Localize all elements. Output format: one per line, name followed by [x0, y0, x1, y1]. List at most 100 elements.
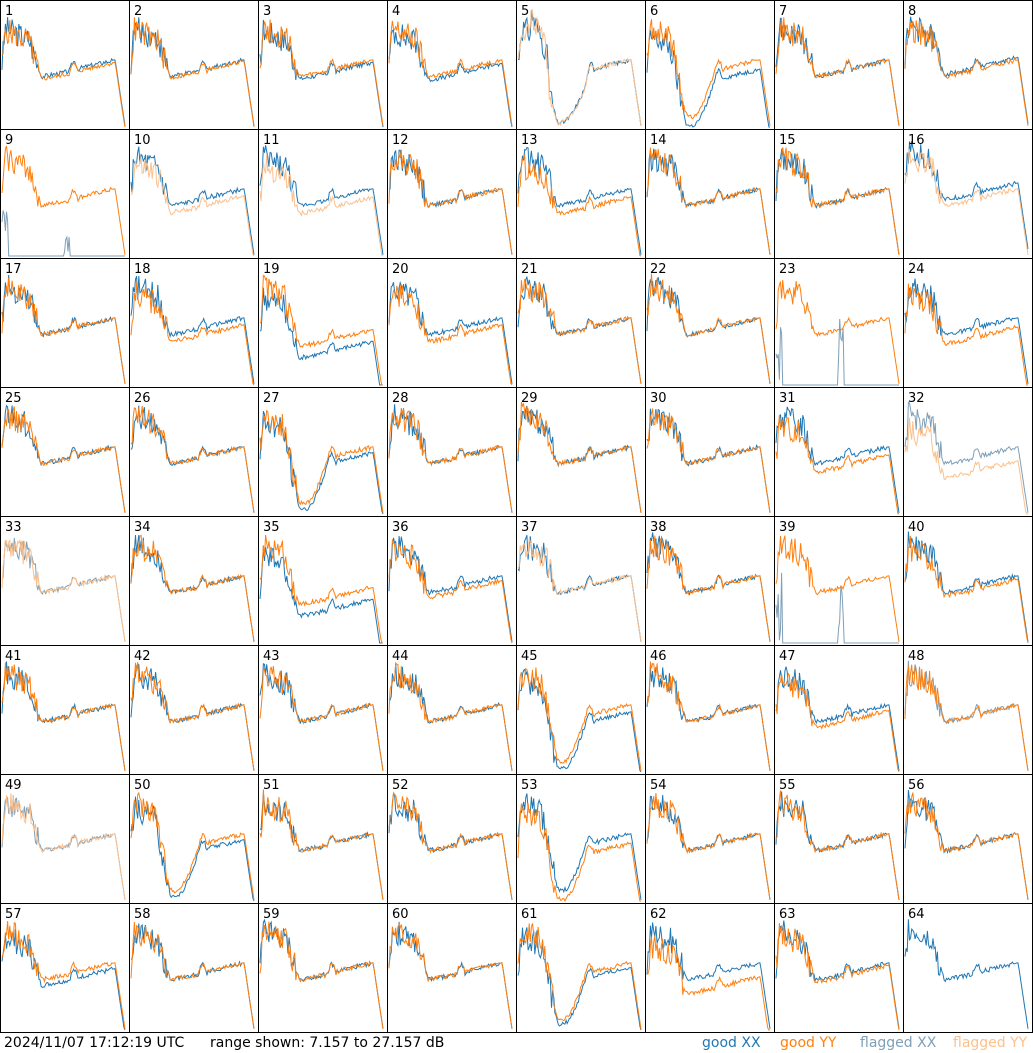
panel-number: 7 — [779, 4, 787, 19]
panel-number: 48 — [908, 649, 925, 664]
panel-11: 11 — [258, 129, 388, 259]
panel-number: 39 — [779, 520, 796, 535]
panel-number: 12 — [392, 133, 409, 148]
trace-yy-panel-48 — [904, 664, 1029, 771]
panel-number: 10 — [134, 133, 151, 148]
panel-number: 61 — [521, 907, 538, 922]
trace-yy-panel-43 — [259, 666, 384, 771]
trace-yy-panel-7 — [775, 17, 900, 126]
panel-number: 15 — [779, 133, 796, 148]
panel-56: 56 — [903, 774, 1033, 904]
panel-number: 24 — [908, 262, 925, 277]
trace-xx-panel-50 — [130, 796, 255, 902]
panel-number: 36 — [392, 520, 409, 535]
panel-number: 18 — [134, 262, 151, 277]
panel-20: 20 — [387, 258, 517, 388]
panel-number: 23 — [779, 262, 796, 277]
panel-43: 43 — [258, 645, 388, 775]
panel-frame — [903, 903, 1033, 1033]
panel-number: 1 — [5, 4, 13, 19]
trace-xx-panel-4 — [388, 24, 513, 128]
panel-30: 30 — [645, 387, 775, 517]
panel-49: 49 — [0, 774, 130, 904]
panel-40: 40 — [903, 516, 1033, 646]
panel-frame — [129, 387, 259, 517]
trace-yy-panel-23 — [775, 279, 900, 384]
panel-number: 30 — [650, 391, 667, 406]
panel-38: 38 — [645, 516, 775, 646]
trace-yy-panel-47 — [775, 672, 900, 773]
trace-xx-panel-9 — [1, 210, 125, 257]
panel-frame — [129, 774, 259, 904]
trace-yy-panel-25 — [1, 406, 126, 513]
trace-yy-panel-33 — [1, 538, 126, 642]
panel-frame — [387, 0, 517, 130]
panel-number: 41 — [5, 649, 22, 664]
panel-number: 43 — [263, 649, 280, 664]
panel-5: 5 — [516, 0, 646, 130]
panel-number: 29 — [521, 391, 538, 406]
panel-frame — [258, 0, 388, 130]
panel-35: 35 — [258, 516, 388, 646]
trace-yy-panel-22 — [646, 273, 771, 384]
panel-frame — [645, 129, 775, 259]
panel-number: 54 — [650, 778, 667, 793]
trace-yy-panel-60 — [388, 923, 513, 1029]
panel-16: 16 — [903, 129, 1033, 259]
panel-frame — [903, 645, 1033, 775]
panel-50: 50 — [129, 774, 259, 904]
panel-frame — [774, 258, 904, 388]
panel-frame — [516, 903, 646, 1033]
trace-xx-panel-44 — [388, 663, 513, 771]
panel-number: 31 — [779, 391, 796, 406]
trace-xx-panel-8 — [904, 16, 1029, 124]
panel-23: 23 — [774, 258, 904, 388]
panel-19: 19 — [258, 258, 388, 388]
panel-22: 22 — [645, 258, 775, 388]
panel-frame — [645, 516, 775, 646]
panel-number: 40 — [908, 520, 925, 535]
trace-yy-panel-59 — [259, 921, 384, 1029]
panel-28: 28 — [387, 387, 517, 517]
panel-number: 27 — [263, 391, 280, 406]
trace-xx-panel-42 — [130, 663, 255, 771]
panel-number: 9 — [5, 133, 13, 148]
panel-frame — [903, 129, 1033, 259]
panel-63: 63 — [774, 903, 904, 1033]
trace-yy-panel-3 — [259, 19, 384, 126]
trace-yy-panel-27 — [259, 409, 384, 513]
trace-yy-panel-45 — [517, 667, 642, 771]
panel-frame — [258, 774, 388, 904]
trace-xx-panel-53 — [517, 793, 642, 900]
panel-37: 37 — [516, 516, 646, 646]
panel-25: 25 — [0, 387, 130, 517]
panel-number: 56 — [908, 778, 925, 793]
panel-41: 41 — [0, 645, 130, 775]
trace-yy-panel-30 — [646, 408, 771, 513]
trace-yy-panel-62 — [646, 935, 770, 1031]
panel-45: 45 — [516, 645, 646, 775]
panel-number: 64 — [908, 907, 925, 922]
panel-number: 13 — [521, 133, 538, 148]
panel-frame — [387, 129, 517, 259]
panel-47: 47 — [774, 645, 904, 775]
panel-frame — [516, 645, 646, 775]
panel-number: 58 — [134, 907, 151, 922]
panel-frame — [129, 516, 259, 646]
panel-frame — [774, 387, 904, 517]
trace-yy-panel-34 — [130, 534, 255, 642]
trace-yy-panel-19 — [259, 274, 383, 386]
panel-frame — [0, 903, 130, 1033]
panel-number: 49 — [5, 778, 22, 793]
panel-number: 55 — [779, 778, 796, 793]
panel-number: 17 — [5, 262, 22, 277]
panel-27: 27 — [258, 387, 388, 517]
panel-59: 59 — [258, 903, 388, 1033]
trace-yy-panel-32 — [904, 417, 1028, 515]
panel-number: 22 — [650, 262, 667, 277]
trace-xx-panel-35 — [259, 546, 383, 644]
panel-6: 6 — [645, 0, 775, 130]
trace-xx-panel-57 — [1, 928, 126, 1031]
panel-number: 50 — [134, 778, 151, 793]
panel-number: 62 — [650, 907, 667, 922]
